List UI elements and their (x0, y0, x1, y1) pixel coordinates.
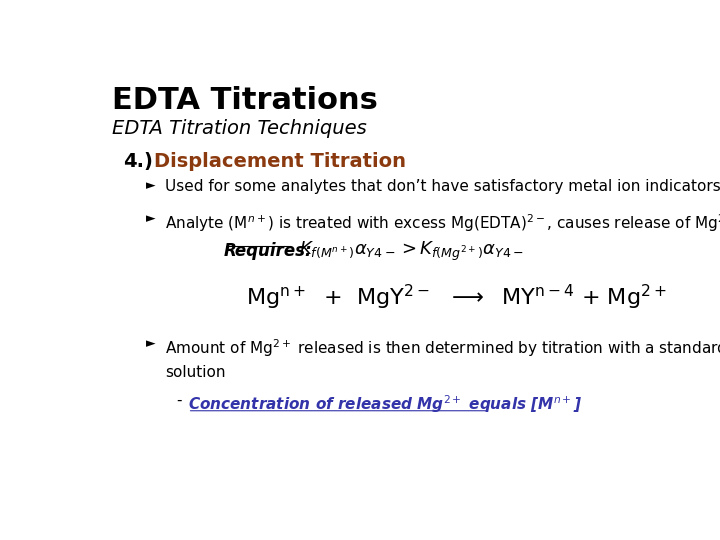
Text: Requires:: Requires: (224, 241, 312, 260)
Text: $K_{f(M^{n+})}\alpha_{Y4-} > K_{f(Mg^{2+})}\alpha_{Y4-}$: $K_{f(M^{n+})}\alpha_{Y4-} > K_{f(Mg^{2+… (300, 239, 524, 262)
Text: Displacement Titration: Displacement Titration (154, 152, 406, 171)
Text: Amount of Mg$^{2+}$ released is then determined by titration with a standard EDT: Amount of Mg$^{2+}$ released is then det… (166, 337, 720, 359)
Text: ►: ► (145, 337, 156, 350)
Text: $\mathregular{Mg^{n+}}$  $+$  $\mathregular{MgY^{2-}}$  $\longrightarrow$  $\mat: $\mathregular{Mg^{n+}}$ $+$ $\mathregula… (246, 283, 667, 312)
Text: solution: solution (166, 366, 226, 380)
Text: Used for some analytes that don’t have satisfactory metal ion indicators: Used for some analytes that don’t have s… (166, 179, 720, 194)
Text: Concentration of released Mg$^{2+}$ equals [M$^{n+}$]: Concentration of released Mg$^{2+}$ equa… (188, 393, 582, 415)
Text: ►: ► (145, 212, 156, 225)
Text: Analyte (M$^{n+}$) is treated with excess Mg(EDTA)$^{2-}$, causes release of Mg$: Analyte (M$^{n+}$) is treated with exces… (166, 212, 720, 234)
Text: EDTA Titrations: EDTA Titrations (112, 85, 378, 114)
Text: EDTA Titration Techniques: EDTA Titration Techniques (112, 119, 367, 138)
Text: ►: ► (145, 179, 156, 192)
Text: 4.): 4.) (124, 152, 153, 171)
Text: -: - (176, 393, 182, 408)
